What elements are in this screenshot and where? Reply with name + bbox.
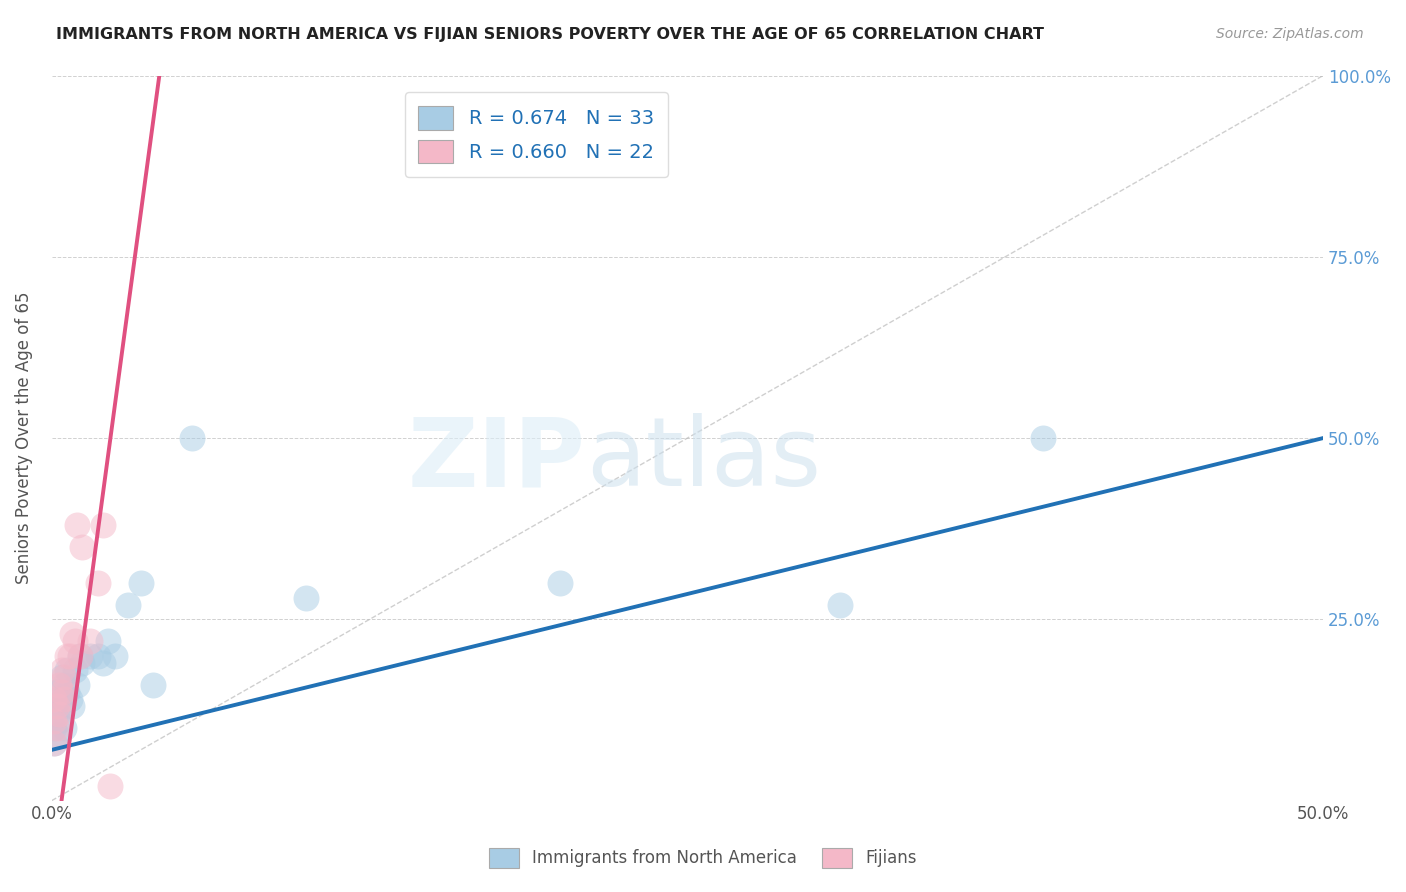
Point	[63, 634, 86, 648]
Point	[117, 598, 139, 612]
Text: atlas: atlas	[586, 413, 821, 507]
Point	[66, 518, 89, 533]
Point	[56, 663, 79, 677]
Point	[45, 699, 67, 714]
Point	[69, 648, 91, 663]
Point	[51, 685, 73, 699]
Point	[51, 699, 73, 714]
Point	[72, 540, 94, 554]
Point	[48, 714, 70, 728]
Point	[129, 576, 152, 591]
Point	[56, 648, 79, 663]
Point	[97, 634, 120, 648]
Point	[98, 779, 121, 793]
Point	[56, 685, 79, 699]
Point	[69, 648, 91, 663]
Point	[86, 648, 108, 663]
Point	[44, 736, 66, 750]
Point	[44, 699, 66, 714]
Point	[104, 648, 127, 663]
Text: Source: ZipAtlas.com: Source: ZipAtlas.com	[1216, 27, 1364, 41]
Point	[45, 706, 67, 721]
Point	[58, 648, 80, 663]
Point	[66, 677, 89, 691]
Point	[79, 634, 101, 648]
Point	[142, 677, 165, 691]
Point	[53, 721, 76, 735]
Point	[44, 714, 66, 728]
Point	[48, 677, 70, 691]
Point	[58, 692, 80, 706]
Point	[63, 663, 86, 677]
Point	[44, 736, 66, 750]
Text: IMMIGRANTS FROM NORTH AMERICA VS FIJIAN SENIORS POVERTY OVER THE AGE OF 65 CORRE: IMMIGRANTS FROM NORTH AMERICA VS FIJIAN …	[56, 27, 1045, 42]
Point	[44, 721, 66, 735]
Point	[51, 663, 73, 677]
Point	[48, 706, 70, 721]
Point	[79, 648, 101, 663]
Point	[1032, 431, 1054, 445]
Point	[51, 670, 73, 684]
Point	[295, 591, 318, 605]
Point	[550, 576, 572, 591]
Legend: R = 0.674   N = 33, R = 0.660   N = 22: R = 0.674 N = 33, R = 0.660 N = 22	[405, 93, 668, 177]
Point	[45, 685, 67, 699]
Point	[45, 728, 67, 742]
Y-axis label: Seniors Poverty Over the Age of 65: Seniors Poverty Over the Age of 65	[15, 292, 32, 584]
Point	[53, 692, 76, 706]
Legend: Immigrants from North America, Fijians: Immigrants from North America, Fijians	[482, 841, 924, 875]
Point	[86, 576, 108, 591]
Point	[45, 721, 67, 735]
Point	[60, 627, 83, 641]
Point	[53, 670, 76, 684]
Point	[53, 677, 76, 691]
Point	[91, 656, 114, 670]
Point	[180, 431, 202, 445]
Point	[72, 656, 94, 670]
Point	[60, 699, 83, 714]
Point	[48, 692, 70, 706]
Point	[44, 692, 66, 706]
Text: ZIP: ZIP	[408, 413, 586, 507]
Point	[828, 598, 851, 612]
Point	[91, 518, 114, 533]
